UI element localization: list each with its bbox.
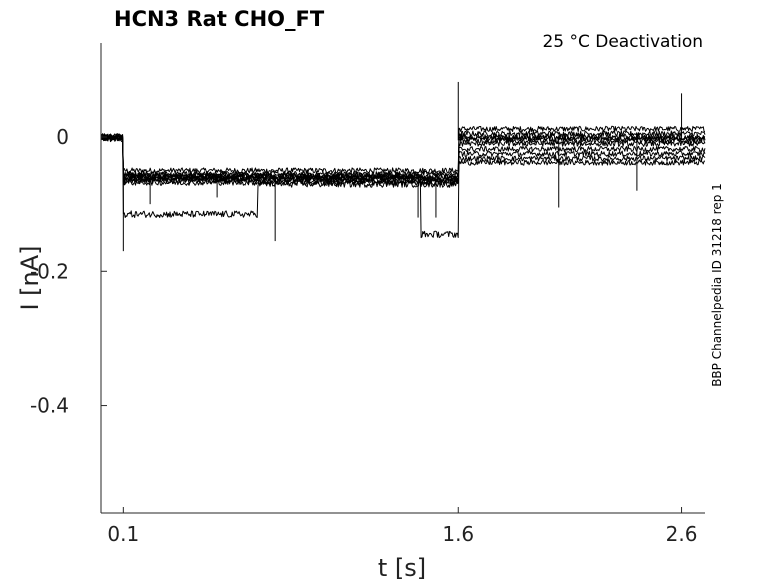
chart-title: HCN3 Rat CHO_FT bbox=[114, 7, 325, 31]
current-trace bbox=[100, 125, 705, 174]
dataset-id-label: BBP Channelpedia ID 31218 rep 1 bbox=[710, 183, 724, 387]
trace-group bbox=[100, 125, 706, 239]
chart-annotation: 25 °C Deactivation bbox=[542, 32, 703, 52]
y-ticks: 0 -0.2 -0.4 bbox=[30, 125, 107, 418]
y-tick-label: -0.2 bbox=[30, 259, 69, 283]
y-axis-label: I [nA] bbox=[16, 245, 44, 310]
y-tick-label: 0 bbox=[56, 125, 69, 149]
x-tick-label: 1.6 bbox=[442, 522, 474, 546]
x-tick-label: 0.1 bbox=[107, 522, 139, 546]
x-axis-label: t [s] bbox=[378, 554, 426, 582]
spike-group bbox=[122, 81, 683, 252]
y-tick-label: -0.4 bbox=[30, 394, 69, 418]
x-ticks: 0.1 1.6 2.6 bbox=[107, 507, 697, 546]
current-trace bbox=[100, 135, 706, 186]
current-trace bbox=[100, 133, 705, 183]
current-trace bbox=[100, 133, 706, 239]
x-tick-label: 2.6 bbox=[666, 522, 698, 546]
